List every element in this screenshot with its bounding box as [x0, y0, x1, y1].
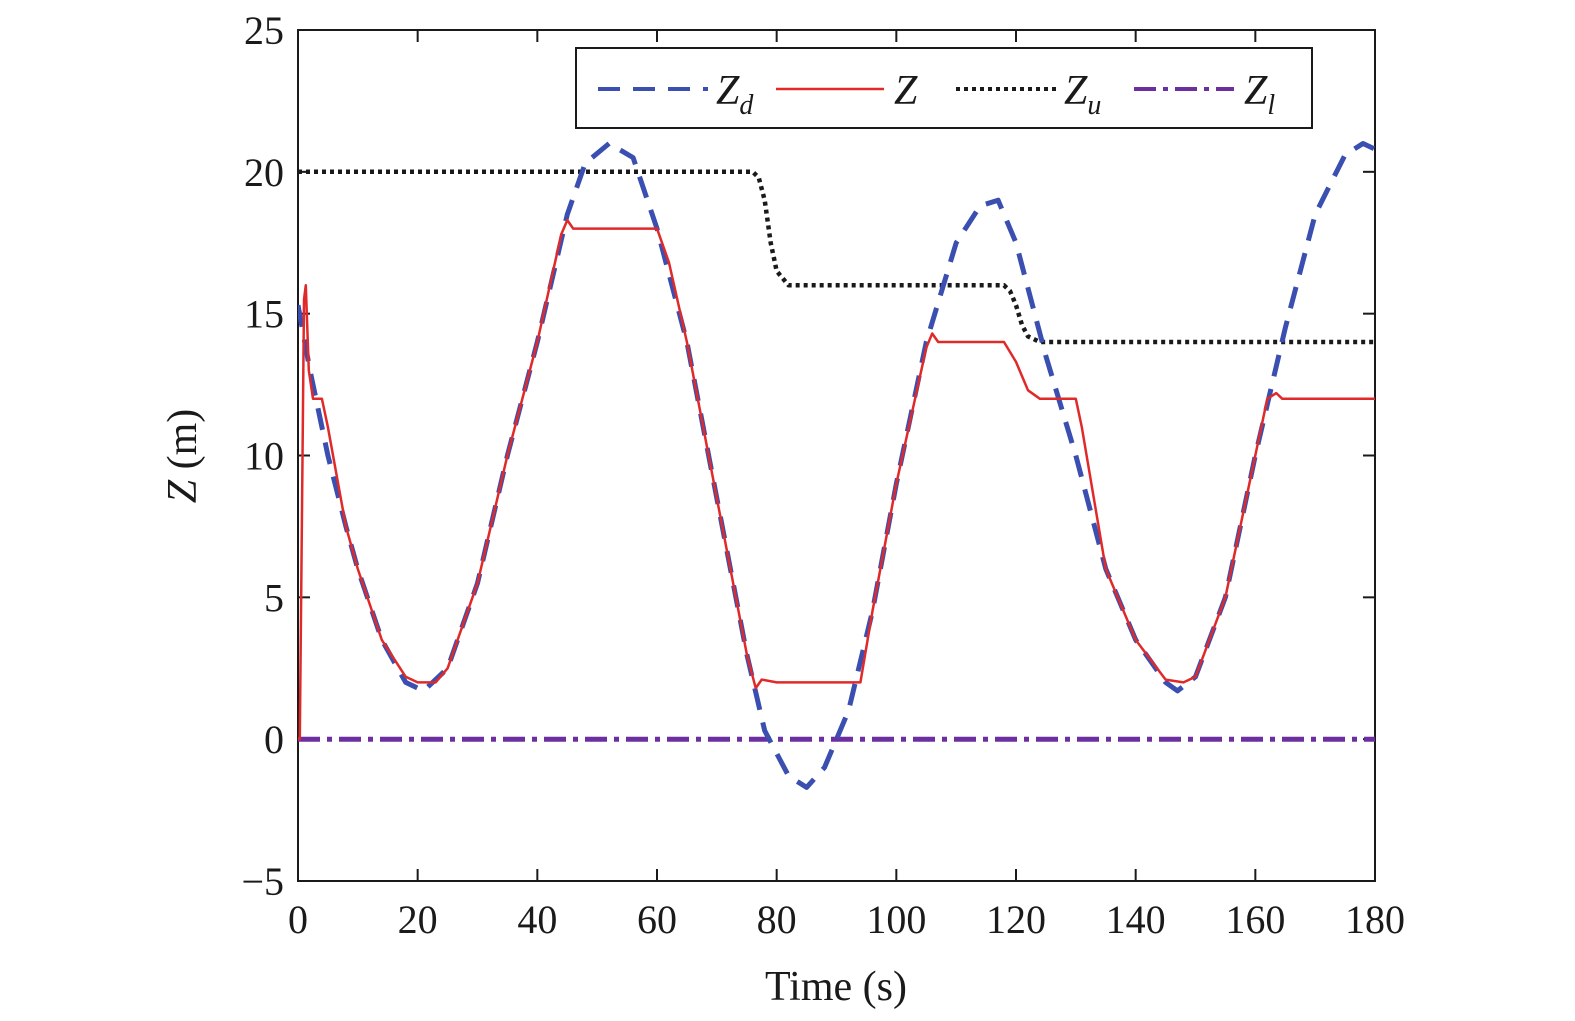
- x-tick-label: 20: [398, 897, 438, 942]
- x-tick-label: 40: [517, 897, 557, 942]
- x-tick-label: 80: [757, 897, 797, 942]
- plot-frame: [297, 29, 1376, 882]
- series-layer: [298, 141, 1375, 790]
- y-tick-label: 10: [244, 434, 284, 479]
- y-axis-label-var: Z: [160, 479, 206, 503]
- x-axis-label: Time (s): [765, 964, 907, 1010]
- x-tick-label: 140: [1106, 897, 1166, 942]
- x-tick-label: 160: [1225, 897, 1285, 942]
- y-tick-label: 5: [264, 575, 284, 620]
- legend-label: Zl: [1244, 68, 1275, 121]
- x-tick-label: 180: [1345, 897, 1405, 942]
- x-tick-label: 60: [637, 897, 677, 942]
- legend-label: Z: [894, 68, 918, 114]
- legend-label: Zu: [1064, 68, 1101, 121]
- x-tick-label: 0: [288, 897, 308, 942]
- y-axis-label: Z (m): [160, 409, 206, 504]
- legend: Zd Z Zu Zl: [575, 47, 1313, 129]
- x-tick-label: 120: [986, 897, 1046, 942]
- series-line-z-d: [298, 141, 1375, 790]
- legend-label: Zd: [716, 68, 754, 121]
- y-axis-label-unit: (m): [160, 409, 206, 480]
- y-tick-label: 25: [244, 8, 284, 53]
- y-tick-label: 0: [264, 717, 284, 762]
- series-line-z: [298, 218, 1375, 741]
- series-line-z-u: [298, 169, 1375, 345]
- y-tick-label: −5: [241, 859, 284, 904]
- y-tick-label: 15: [244, 292, 284, 337]
- x-tick-label: 100: [866, 897, 926, 942]
- y-tick-label: 20: [244, 150, 284, 195]
